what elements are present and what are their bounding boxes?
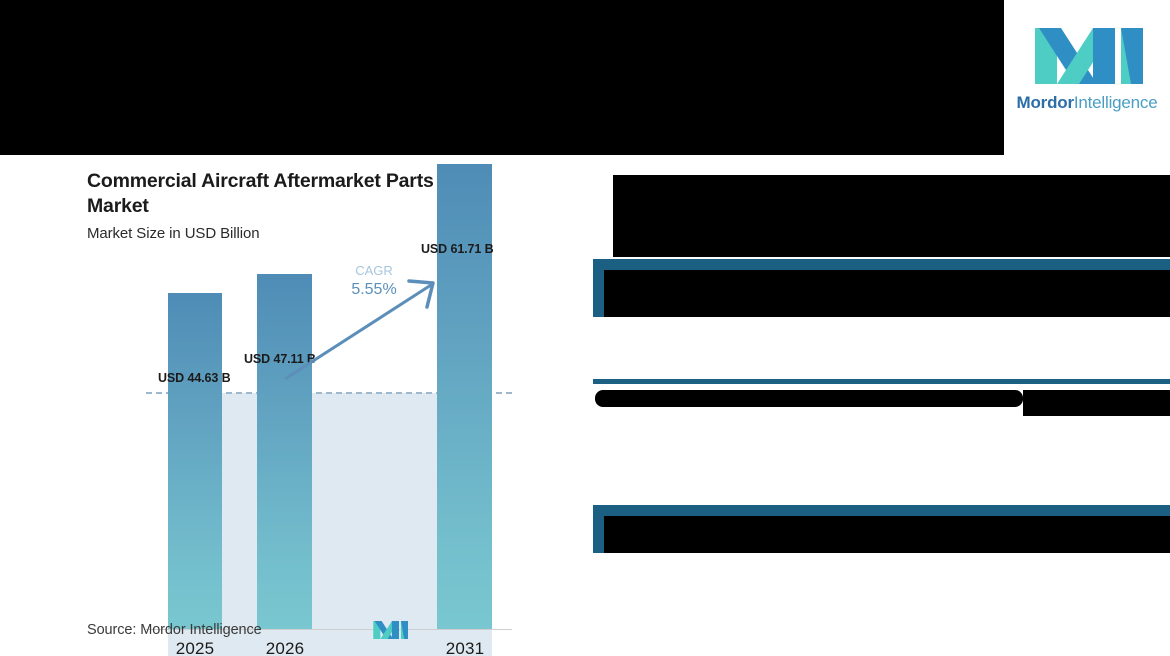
bar-2031 [437,164,492,629]
source-logo-mark-icon [373,621,408,639]
source-text: Source: Mordor Intelligence [87,622,262,638]
chart-card: Commercial Aircraft Aftermarket Parts Ma… [67,155,525,656]
brand-word-primary: Mordor [1016,93,1075,112]
cagr-callout: CAGR 5.55% [336,261,412,299]
redacted-heading-block [613,175,1170,257]
brand-word-secondary: Intelligence [1073,93,1158,112]
cagr-label: CAGR [355,263,393,278]
bar-value-2031: USD 61.71 B [421,242,494,256]
source-name: Mordor Intelligence [140,622,262,638]
footer-callout-accent-top-bar [593,505,1170,516]
redacted-paragraph-line [595,390,1023,407]
bar-value-2025: USD 44.63 B [158,371,231,385]
report-body-column [525,155,1170,656]
tick-label-2031: 2031 [445,639,485,656]
bar-value-2026: USD 47.11 B [244,352,316,366]
bar-2026 [257,274,312,629]
brand-wordmark: MordorIntelligence [1017,93,1158,113]
chart-subtitle: Market Size in USD Billion [87,225,260,242]
redacted-callout-block [604,270,1170,317]
redacted-footer-callout-block [604,516,1170,553]
masthead-redaction-band [0,0,1004,155]
callout-accent-top-bar [593,259,1170,270]
reference-dashed-line [146,392,512,394]
source-row: Source: Mordor Intelligence [87,620,507,644]
callout-accent-left-bar [593,259,604,317]
tick-label-2026: 2026 [265,639,305,656]
cagr-arrow-icon [284,279,435,381]
bar-chart-plot: USD 44.63 B 2025 USD 47.11 B 2026 USD 61… [81,164,512,656]
x-axis-line [146,629,512,630]
redacted-paragraph-line-tail [1023,390,1170,416]
footer-callout-accent-left-bar [593,505,604,553]
source-label: Source: [87,622,137,638]
paragraph-accent-rule [593,379,1170,384]
bar-2025 [168,293,222,629]
brand-logo: MordorIntelligence [1004,0,1170,155]
cagr-value: 5.55% [351,281,397,298]
chart-title: Commercial Aircraft Aftermarket Parts Ma… [87,170,434,217]
mordor-intelligence-logo-mark [1035,28,1143,84]
tick-label-2025: 2025 [175,639,215,656]
